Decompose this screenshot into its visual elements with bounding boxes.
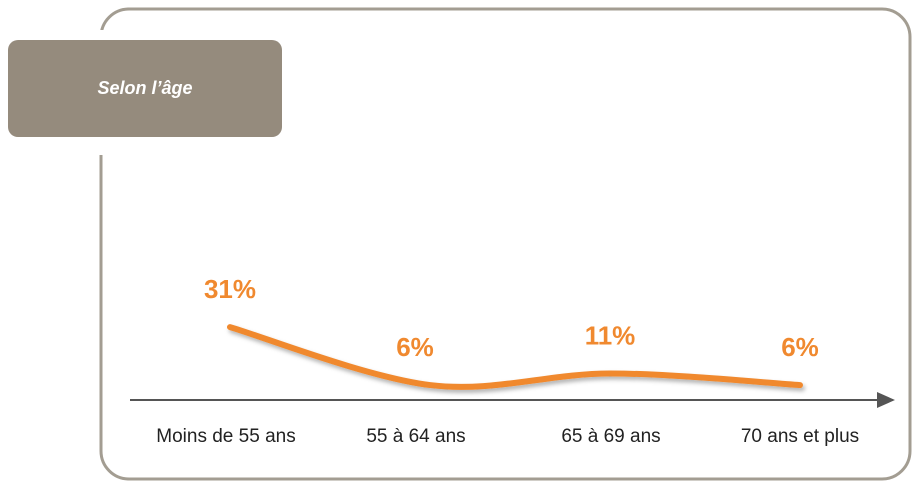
chart-title: Selon l’âge: [97, 78, 192, 98]
line: [227, 324, 803, 390]
x-tick-label: Moins de 55 ans: [156, 426, 295, 447]
x-tick-label: 55 à 64 ans: [366, 426, 465, 447]
title-tab: [8, 40, 282, 137]
frame: [99, 7, 912, 481]
data-label: 11%: [585, 320, 636, 350]
data-label: 6%: [396, 332, 434, 362]
x-tick-label: 70 ans et plus: [741, 426, 859, 447]
data-label: 6%: [781, 332, 819, 362]
x-tick-label: 65 à 69 ans: [561, 426, 660, 447]
data-label: 31%: [204, 274, 256, 304]
